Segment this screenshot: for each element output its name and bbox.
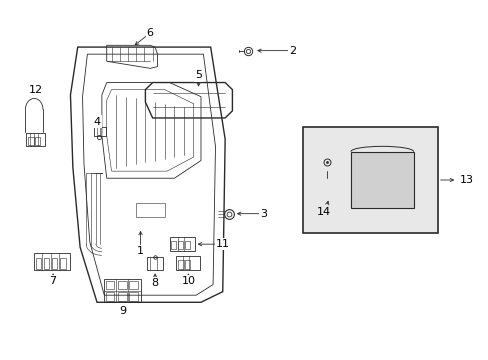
Text: 12: 12	[28, 85, 42, 95]
Bar	[302, 127, 437, 233]
Bar	[26, 133, 45, 146]
Text: 14: 14	[317, 207, 331, 217]
Bar	[136, 203, 164, 217]
Bar	[34, 253, 70, 270]
Bar	[178, 260, 183, 269]
Bar	[184, 240, 189, 249]
Bar	[178, 240, 183, 249]
Bar	[319, 178, 333, 187]
Text: 1: 1	[137, 246, 144, 256]
Bar	[44, 258, 49, 269]
Bar	[35, 138, 41, 145]
Text: 5: 5	[195, 71, 202, 80]
Text: 13: 13	[459, 175, 473, 185]
Bar	[176, 256, 200, 270]
Bar	[104, 279, 140, 302]
Bar	[36, 258, 41, 269]
Text: 2: 2	[289, 46, 296, 56]
Bar	[105, 292, 114, 301]
Text: 10: 10	[182, 276, 196, 286]
Text: 3: 3	[260, 209, 267, 219]
Bar	[60, 258, 65, 269]
Bar	[184, 260, 190, 269]
Bar	[129, 292, 138, 301]
Bar	[129, 281, 138, 289]
Bar	[105, 281, 114, 289]
Text: 6: 6	[146, 28, 153, 38]
Bar	[171, 240, 176, 249]
Bar	[52, 258, 57, 269]
Bar	[28, 138, 34, 145]
Text: 9: 9	[119, 306, 126, 316]
Text: 8: 8	[151, 278, 158, 288]
Bar	[146, 257, 163, 270]
Text: 4: 4	[93, 117, 101, 126]
Bar	[350, 152, 413, 208]
Bar	[94, 127, 105, 136]
Bar	[169, 238, 194, 251]
Text: 7: 7	[49, 276, 57, 286]
Bar	[118, 292, 126, 301]
Bar	[118, 281, 126, 289]
Text: 11: 11	[215, 239, 229, 249]
